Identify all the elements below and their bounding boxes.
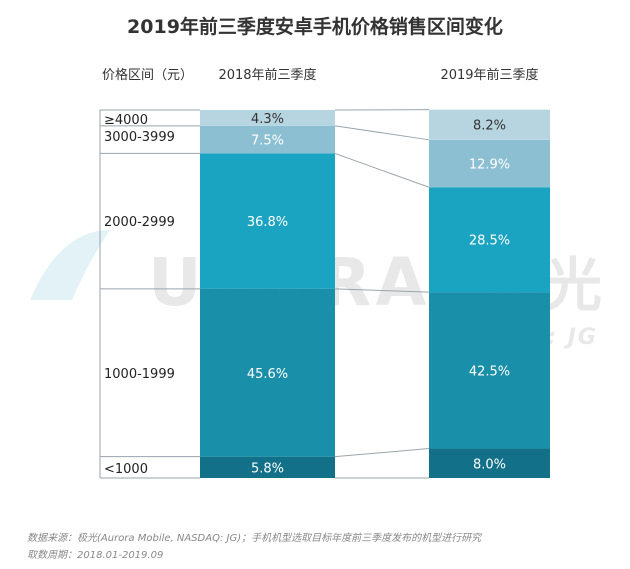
footer-period: 取数周期：2018.01-2019.09 <box>27 550 164 561</box>
bar-segment-2000-2999 <box>429 187 550 293</box>
bar-segment-ge4000 <box>429 109 550 140</box>
data-label-1000-1999: 42.5% <box>469 364 510 379</box>
bar-segment-3000-3999 <box>429 139 550 188</box>
bar-group-2019 <box>429 109 550 478</box>
bar-group-2018 <box>200 110 335 478</box>
data-label-lt1000: 8.0% <box>473 457 506 472</box>
category-label-2000-2999: 2000-2999 <box>104 215 175 230</box>
bar-segment-ge4000 <box>200 110 335 126</box>
bar-segment-lt1000 <box>429 448 550 478</box>
column-header-2018: 2018年前三季度 <box>218 68 317 83</box>
bar-segment-3000-3999 <box>200 125 335 154</box>
column-header-2019: 2019年前三季度 <box>440 68 539 83</box>
connector-line <box>334 125 430 141</box>
connector-line <box>334 448 430 458</box>
connector-lines <box>334 109 430 479</box>
data-label-lt1000: 5.8% <box>251 461 284 476</box>
connector-line <box>334 288 430 293</box>
connector-line <box>334 152 430 188</box>
bar-segment-1000-1999 <box>200 288 335 457</box>
data-label-2000-2999: 36.8% <box>247 215 288 230</box>
bar-segment-1000-1999 <box>429 292 550 449</box>
data-label-2000-2999: 28.5% <box>469 234 510 249</box>
data-label-ge4000: 4.3% <box>251 112 284 127</box>
category-label-1000-1999: 1000-1999 <box>104 367 175 382</box>
data-label-3000-3999: 12.9% <box>469 158 510 173</box>
data-label-1000-1999: 45.6% <box>247 367 288 382</box>
data-label-3000-3999: 7.5% <box>251 134 284 149</box>
chart-title: 2019年前三季度安卓手机价格销售区间变化 <box>127 16 503 38</box>
data-label-ge4000: 8.2% <box>473 119 506 134</box>
category-label-3000-3999: 3000-3999 <box>104 130 175 145</box>
bar-segment-2000-2999 <box>200 153 335 289</box>
category-boxes <box>99 109 200 479</box>
category-label-ge4000: ≥4000 <box>104 113 148 128</box>
footer-source: 数据来源：极光(Aurora Mobile, NASDAQ: JG)；手机机型选… <box>27 533 482 544</box>
price-range-header: 价格区间（元） <box>102 68 194 83</box>
category-label-lt1000: <1000 <box>104 462 148 477</box>
bar-segment-lt1000 <box>200 456 335 478</box>
aurora-logo-icon <box>30 230 110 300</box>
